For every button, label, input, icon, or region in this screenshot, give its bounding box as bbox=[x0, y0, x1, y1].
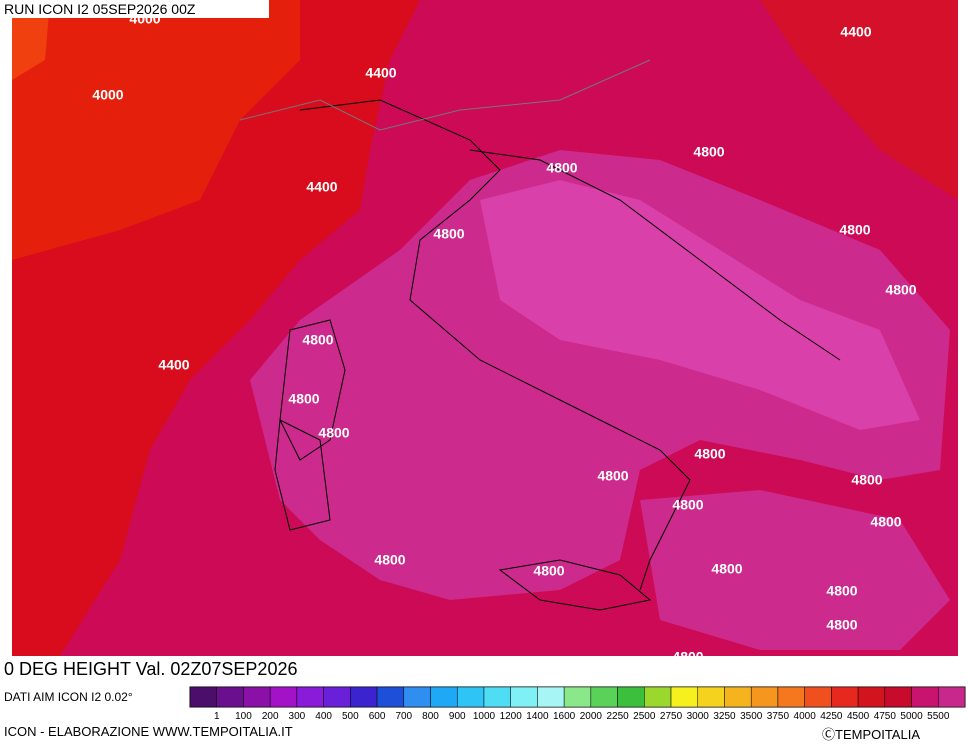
colorbar-label: 2750 bbox=[660, 711, 683, 722]
contour-label: 4800 bbox=[374, 552, 405, 568]
colorbar-swatch bbox=[376, 686, 405, 708]
contour-label: 4800 bbox=[870, 514, 901, 530]
colorbar-swatch bbox=[884, 686, 912, 708]
coastline bbox=[469, 149, 841, 361]
contour-label: 4800 bbox=[533, 563, 564, 579]
colorbar-label: 3000 bbox=[687, 711, 710, 722]
colorbar-label: 800 bbox=[422, 711, 439, 722]
region-pink-light bbox=[480, 180, 920, 430]
colorbar-swatch bbox=[216, 686, 244, 708]
contour-label: 4800 bbox=[546, 160, 577, 176]
colorbar-swatch bbox=[189, 686, 217, 708]
colorbar-swatch bbox=[563, 686, 592, 708]
colorbar-swatch bbox=[350, 686, 378, 708]
contour-label: 4400 bbox=[306, 179, 337, 195]
colorbar-label: 100 bbox=[235, 711, 252, 722]
contour-label: 4800 bbox=[318, 425, 349, 441]
colorbar-swatch bbox=[938, 686, 966, 708]
colorbar-label: 500 bbox=[342, 711, 359, 722]
colorbar-swatch bbox=[590, 686, 618, 708]
region-red-ne bbox=[760, 0, 958, 200]
colorbar-label: 2000 bbox=[580, 711, 603, 722]
colorbar-label: 2250 bbox=[606, 711, 629, 722]
colorbar-swatch bbox=[323, 686, 351, 708]
colorbar-label: 5000 bbox=[900, 711, 923, 722]
run-label: RUN ICON I2 05SEP2026 00Z bbox=[0, 0, 269, 18]
colorbar-swatch bbox=[857, 686, 886, 708]
colorbar-label: 1600 bbox=[553, 711, 576, 722]
border bbox=[239, 59, 651, 131]
contour-label: 4800 bbox=[288, 391, 319, 407]
contour-label: 4400 bbox=[365, 65, 396, 81]
island-outline bbox=[498, 559, 652, 611]
colorbar-swatch bbox=[403, 686, 431, 708]
data-source: DATI AIM ICON I2 0.02° bbox=[4, 690, 133, 704]
colorbar-label: 3750 bbox=[767, 711, 790, 722]
colorbar-swatch bbox=[617, 686, 645, 708]
contour-label: 4400 bbox=[158, 357, 189, 373]
colorbar-label: 300 bbox=[289, 711, 306, 722]
colorbar-label: 400 bbox=[315, 711, 332, 722]
credit: ICON - ELABORAZIONE WWW.TEMPOITALIA.IT bbox=[4, 724, 293, 739]
colorbar-swatch bbox=[697, 686, 725, 708]
colorbar-swatch bbox=[456, 686, 485, 708]
colorbar-label: 5500 bbox=[927, 711, 950, 722]
colorbar-label: 4000 bbox=[794, 711, 817, 722]
colorbar-label: 1400 bbox=[526, 711, 549, 722]
contour-label: 4400 bbox=[840, 24, 871, 40]
colorbar-label: 1200 bbox=[500, 711, 523, 722]
contour-label: 4800 bbox=[826, 617, 857, 633]
region-pink-south bbox=[640, 490, 950, 650]
colorbar-label: 3500 bbox=[740, 711, 763, 722]
contour-label: 4800 bbox=[433, 226, 464, 242]
colorbar-swatch bbox=[750, 686, 779, 708]
region-pink bbox=[250, 150, 950, 600]
contour-label: 4800 bbox=[693, 144, 724, 160]
contour-label: 4800 bbox=[711, 561, 742, 577]
colorbar-label: 4250 bbox=[820, 711, 843, 722]
region-red-light bbox=[12, 0, 300, 260]
colorbar-swatch bbox=[644, 686, 672, 708]
colorbar-swatch bbox=[777, 686, 805, 708]
coastline bbox=[299, 99, 691, 591]
contour-label: 4800 bbox=[597, 468, 628, 484]
colorbar-label: 1 bbox=[214, 711, 220, 722]
colorbar-swatch bbox=[537, 686, 565, 708]
colorbar-swatch bbox=[804, 686, 832, 708]
colorbar-swatch bbox=[911, 686, 939, 708]
colorbar-swatch bbox=[510, 686, 538, 708]
colorbar-swatch bbox=[724, 686, 752, 708]
colorbar-swatch bbox=[430, 686, 458, 708]
colorbar-label: 900 bbox=[449, 711, 466, 722]
colorbar-swatch bbox=[831, 686, 859, 708]
contour-label: 4800 bbox=[885, 282, 916, 298]
contour-label: 4800 bbox=[672, 497, 703, 513]
colorbar-label: 4500 bbox=[847, 711, 870, 722]
contour-label: 4800 bbox=[672, 649, 703, 665]
copyright: ⒸTEMPOITALIA bbox=[822, 724, 920, 743]
colorbar-label: 700 bbox=[395, 711, 412, 722]
colorbar-label: 2500 bbox=[633, 711, 656, 722]
map-title: 0 DEG HEIGHT Val. 02Z07SEP2026 bbox=[0, 656, 418, 683]
colorbar-label: 3250 bbox=[713, 711, 736, 722]
contour-label: 4800 bbox=[302, 332, 333, 348]
region-orange bbox=[12, 0, 50, 80]
island-outline bbox=[274, 319, 346, 531]
colorbar-swatch bbox=[243, 686, 271, 708]
colorbar-swatch bbox=[670, 686, 699, 708]
colorbar-swatch bbox=[296, 686, 324, 708]
colorbar-label: 1000 bbox=[473, 711, 496, 722]
colorbar-label: 200 bbox=[262, 711, 279, 722]
colorbar-swatch bbox=[483, 686, 511, 708]
contour-label: 4000 bbox=[92, 87, 123, 103]
colorbar-label: 4750 bbox=[874, 711, 897, 722]
contour-label: 4800 bbox=[826, 583, 857, 599]
contour-label: 4800 bbox=[851, 472, 882, 488]
colorbar-swatch bbox=[269, 686, 298, 708]
contour-label: 4800 bbox=[694, 446, 725, 462]
contour-label: 4800 bbox=[839, 222, 870, 238]
colorbar-label: 600 bbox=[369, 711, 386, 722]
